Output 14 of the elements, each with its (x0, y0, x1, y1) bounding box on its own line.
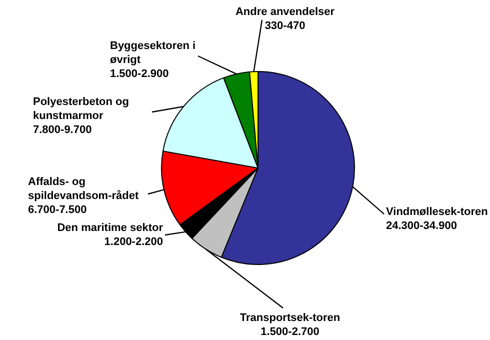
slice-label: Den maritime sektor (57, 222, 164, 234)
slice-label: Affalds- og spildevandsom-rådet (28, 176, 139, 202)
data-label: 24.300-34.900 (386, 220, 457, 232)
data-label: 330-470 (264, 20, 306, 32)
data-label: 1.200-2.200 (104, 236, 163, 248)
data-label: 6.700-7.500 (28, 204, 87, 216)
slice-label: Andre anvendelser (235, 6, 336, 18)
data-label: 1.500-2.900 (110, 68, 169, 80)
data-label: 7.800-9.700 (33, 124, 92, 136)
slice-label: Transportsek-toren (240, 312, 340, 324)
slice-label: Byggesektoren i øvrigt (110, 40, 196, 66)
data-label: 1.500-2.700 (260, 326, 320, 338)
slice-label: Vindmøllesek-toren (386, 206, 488, 218)
legend-label: Polyesterbeton og kunstmarmor (33, 96, 129, 122)
